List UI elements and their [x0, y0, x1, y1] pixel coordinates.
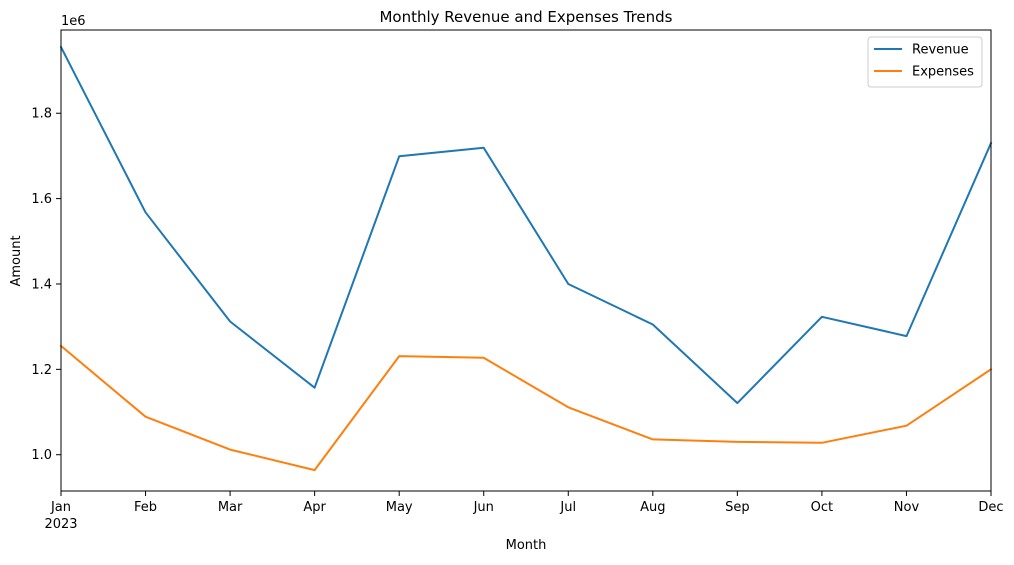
- plot-area: Jan Feb Mar Apr May Jun Jul Aug Sep Oct Nov Dec 1.0 1…: [31, 29, 1004, 515]
- x-tick-label: May: [386, 500, 413, 515]
- y-tick-label: 1.0: [31, 448, 52, 463]
- x-tick-label: Nov: [894, 500, 920, 515]
- y-tick-label: 1.4: [31, 277, 52, 292]
- x-tick-label: Sep: [725, 500, 750, 515]
- x-axis-label: Month: [506, 538, 547, 553]
- x-tick-label: Jul: [559, 500, 576, 515]
- y-tick-label: 1.6: [31, 192, 52, 207]
- series-line-revenue: [59, 45, 993, 405]
- y-tick-label: 1.8: [31, 107, 52, 122]
- legend-label-expenses: Expenses: [912, 65, 974, 80]
- x-tick-label: Jan: [50, 500, 71, 515]
- y-axis-offset-label: 1e6: [61, 14, 86, 29]
- y-axis-label: Amount: [9, 235, 24, 286]
- x-tick-label: Aug: [640, 500, 665, 515]
- x-axis-year-label: 2023: [44, 517, 77, 532]
- x-tick-label: Oct: [811, 500, 833, 515]
- x-tick-label: Dec: [978, 500, 1003, 515]
- plot-frame: [60, 29, 992, 492]
- x-tick-label: Feb: [134, 500, 157, 515]
- series-line-expenses: [59, 344, 993, 472]
- y-tick-label: 1.2: [31, 363, 52, 378]
- x-tick-label: Jun: [473, 500, 494, 515]
- legend: Revenue Expenses: [867, 36, 983, 88]
- x-tick-label: Apr: [303, 500, 326, 515]
- x-tick-label: Mar: [218, 500, 243, 515]
- legend-label-revenue: Revenue: [912, 43, 969, 58]
- chart-title: Monthly Revenue and Expenses Trends: [379, 8, 672, 26]
